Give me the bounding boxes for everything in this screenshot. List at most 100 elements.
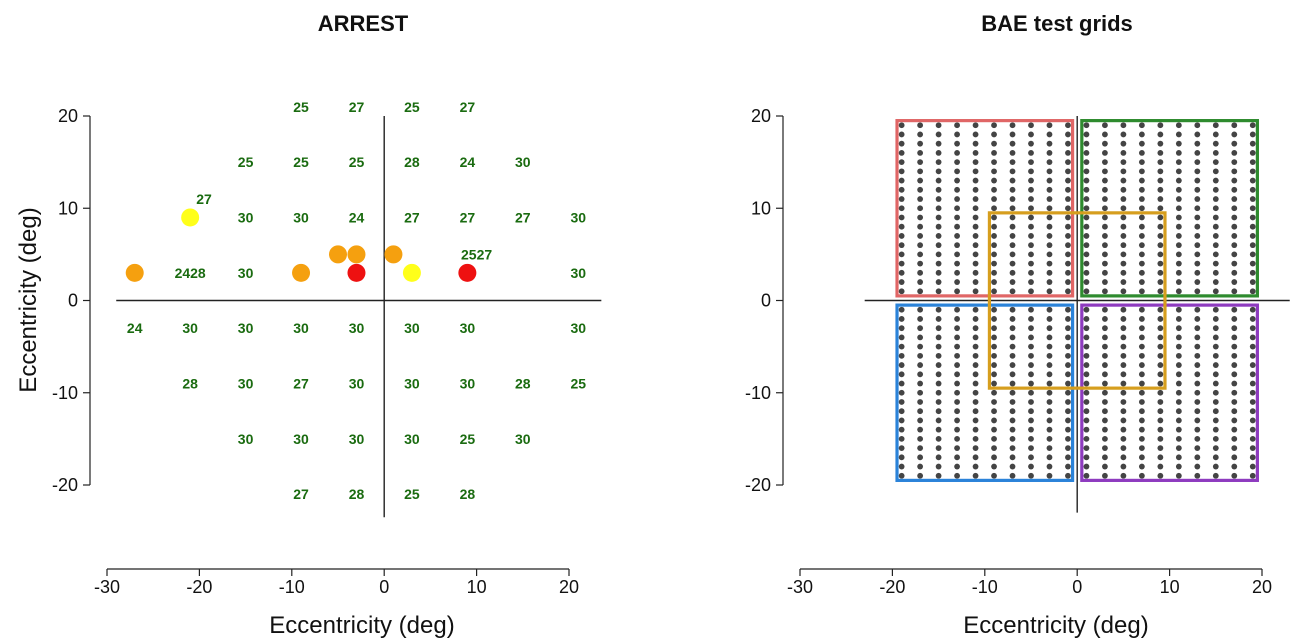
- grid-dot: [1028, 251, 1034, 258]
- grid-dot: [1212, 186, 1219, 193]
- value-label: 30: [404, 376, 420, 392]
- grid-dot: [1102, 186, 1108, 193]
- grid-dot: [1212, 463, 1219, 470]
- grid-dot: [1138, 435, 1145, 442]
- grid-dot: [1009, 122, 1016, 129]
- grid-dot: [935, 408, 942, 415]
- grid-dot: [1102, 233, 1108, 239]
- grid-dot: [898, 426, 905, 433]
- grid-dot: [898, 177, 905, 184]
- grid-dot: [1157, 288, 1164, 295]
- grid-dot: [935, 362, 942, 368]
- grid-dot: [1138, 472, 1145, 479]
- grid-dot: [1194, 288, 1201, 295]
- grid-dot: [972, 150, 979, 156]
- grid-dot: [898, 472, 905, 479]
- grid-dot: [1120, 214, 1127, 221]
- grid-dot: [1138, 150, 1145, 156]
- grid-dot: [954, 371, 960, 378]
- grid-dot: [935, 426, 942, 433]
- grid-dot: [935, 177, 942, 184]
- grid-dot: [991, 343, 997, 350]
- bae-x-tick-label: 0: [1072, 577, 1082, 597]
- grid-dot: [935, 214, 942, 221]
- grid-dot: [991, 233, 997, 239]
- grid-dot: [1212, 177, 1219, 184]
- grid-dot: [1194, 242, 1201, 249]
- grid-dot: [935, 371, 942, 378]
- grid-dot: [1231, 472, 1238, 479]
- grid-dot: [1138, 279, 1145, 285]
- grid-dot: [1028, 131, 1034, 138]
- grid-dot: [1009, 399, 1016, 405]
- grid-dot: [1249, 168, 1256, 175]
- grid-dot: [1194, 371, 1201, 378]
- grid-dot: [1046, 316, 1053, 322]
- grid-dot: [1157, 445, 1164, 451]
- grid-dot: [1046, 472, 1053, 479]
- grid-dot: [1028, 435, 1034, 442]
- grid-dot: [1102, 223, 1108, 230]
- grid-dot: [1009, 325, 1016, 332]
- grid-dot: [1065, 445, 1071, 451]
- grid-dot: [898, 269, 905, 276]
- grid-dot: [1009, 214, 1016, 221]
- grid-dot: [1046, 177, 1053, 184]
- grid-dot: [1138, 214, 1145, 221]
- grid-dot: [972, 177, 979, 184]
- grid-dot: [1194, 168, 1201, 175]
- grid-dot: [1046, 131, 1053, 138]
- grid-dot: [1138, 122, 1145, 129]
- grid-dot: [1249, 242, 1256, 249]
- grid-dot: [1028, 399, 1034, 405]
- grid-dot: [972, 334, 979, 341]
- grid-dot: [1120, 325, 1127, 332]
- grid-dot: [1065, 131, 1071, 138]
- grid-dot: [1083, 150, 1090, 156]
- grid-dot: [1212, 251, 1219, 258]
- grid-dot: [1157, 159, 1164, 166]
- grid-dot: [954, 186, 960, 193]
- grid-dot: [972, 205, 979, 212]
- grid-dot: [1120, 186, 1127, 193]
- value-label: 30: [515, 431, 531, 447]
- grid-dot: [1120, 334, 1127, 341]
- grid-dot: [1065, 334, 1071, 341]
- grid-dot: [1083, 260, 1090, 267]
- grid-dot: [1065, 223, 1071, 230]
- grid-dot: [1102, 435, 1108, 442]
- grid-dot: [935, 472, 942, 479]
- value-label: 25: [460, 431, 476, 447]
- grid-dot: [991, 380, 997, 387]
- grid-dot: [1046, 233, 1053, 239]
- grid-dot: [898, 362, 905, 368]
- value-label: 30: [238, 431, 254, 447]
- grid-dot: [972, 426, 979, 433]
- data-point: [125, 263, 144, 282]
- grid-dot: [991, 325, 997, 332]
- grid-dot: [1120, 159, 1127, 166]
- value-label: 30: [460, 376, 476, 392]
- grid-dot: [935, 186, 942, 193]
- grid-dot: [1212, 472, 1219, 479]
- grid-dot: [1120, 306, 1127, 313]
- grid-dot: [972, 242, 979, 249]
- grid-dot: [1194, 362, 1201, 368]
- grid-dot: [917, 150, 924, 156]
- value-label: 27: [515, 209, 531, 225]
- grid-dot: [1157, 242, 1164, 249]
- grid-dot: [1102, 426, 1108, 433]
- grid-dot: [1212, 408, 1219, 415]
- grid-dot: [1175, 352, 1182, 359]
- grid-dot: [1231, 251, 1238, 258]
- grid-dot: [1157, 472, 1164, 479]
- grid-dot: [972, 140, 979, 147]
- grid-dot: [1157, 389, 1164, 396]
- grid-dot: [1046, 140, 1053, 147]
- grid-dot: [917, 435, 924, 442]
- value-label: 27: [293, 486, 309, 502]
- grid-dot: [1212, 380, 1219, 387]
- grid-dot: [935, 168, 942, 175]
- grid-dot: [1028, 371, 1034, 378]
